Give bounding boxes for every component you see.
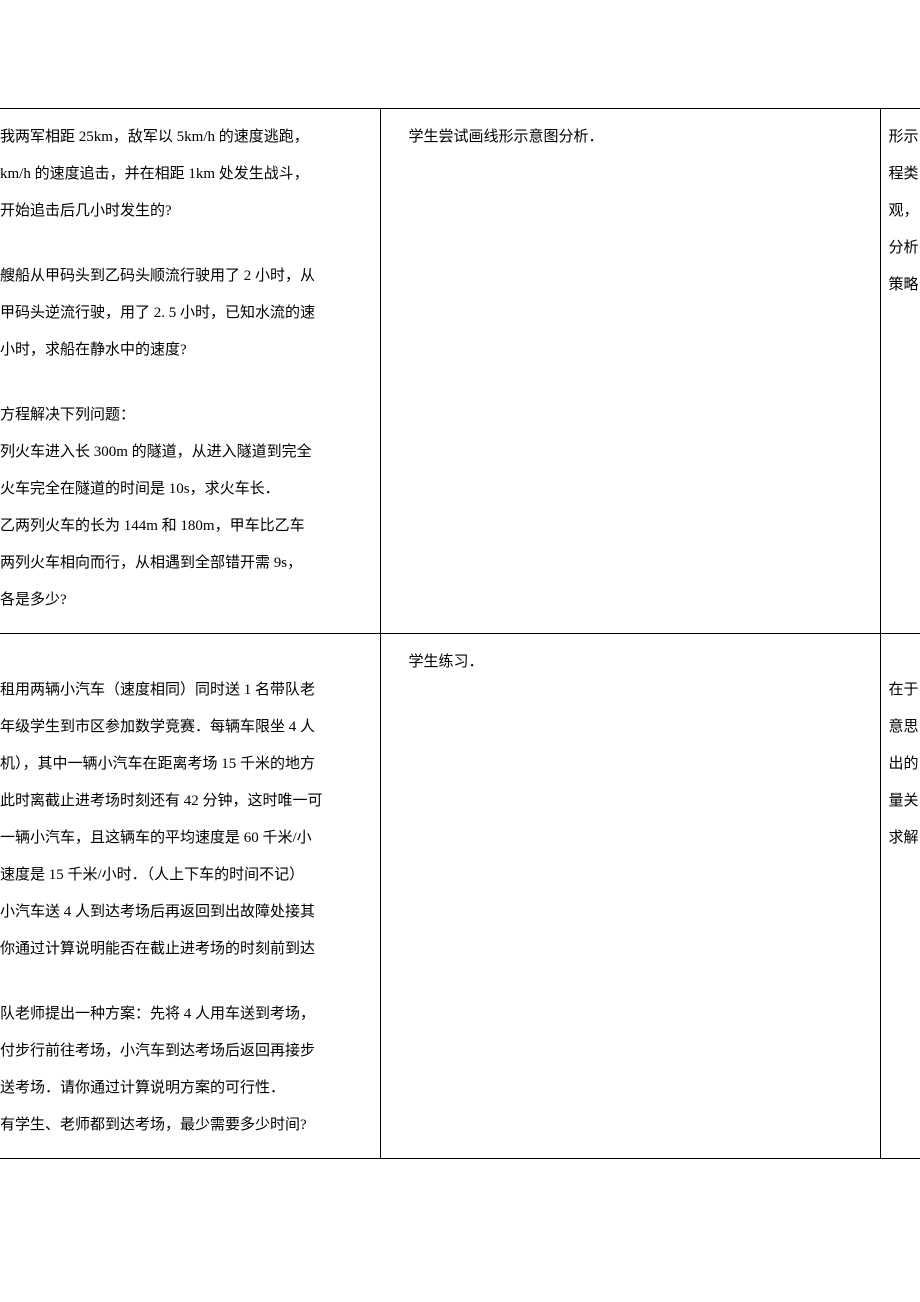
text-line: km/h 的速度追击，并在相距 1km 处发生战斗， (0, 158, 372, 191)
table-row: 我两军相距 25km，敌军以 5km/h 的速度逃跑， km/h 的速度追击，并… (0, 109, 920, 634)
cell-notes-1: 形示 程类 观， 分析 策略 (880, 109, 920, 634)
table-row: 租用两辆小汽车（速度相同）同时送 1 名带队老 年级学生到市区参加数学竞赛．每辆… (0, 634, 920, 1159)
spacer (0, 371, 372, 395)
text-line: 意思 (889, 711, 920, 744)
spacer (889, 646, 920, 670)
text-line: 付步行前往考场，小汽车到达考场后返回再接步 (0, 1035, 372, 1068)
text-line: 在于 (889, 674, 920, 707)
text-line: 一辆小汽车，且这辆车的平均速度是 60 千米/小 (0, 822, 372, 855)
text-line: 速度是 15 千米/小时．（人上下车的时间不记） (0, 859, 372, 892)
text-line: 机），其中一辆小汽车在距离考场 15 千米的地方 (0, 748, 372, 781)
cell-student-activity-1: 学生尝试画线形示意图分析． (380, 109, 880, 634)
text-line: 量关 (889, 785, 920, 818)
text-line: 火车完全在隧道的时间是 10s，求火车长． (0, 473, 372, 506)
text-line: 策略 (889, 269, 920, 302)
text-line: 艘船从甲码头到乙码头顺流行驶用了 2 小时，从 (0, 260, 372, 293)
spacer (0, 970, 372, 994)
text-line: 你通过计算说明能否在截止进考场的时刻前到达 (0, 933, 372, 966)
text-line: 出的 (889, 748, 920, 781)
text-line: 小汽车送 4 人到达考场后再返回到出故障处接其 (0, 896, 372, 929)
text-line: 小时，求船在静水中的速度? (0, 334, 372, 367)
cell-teacher-activity-2: 租用两辆小汽车（速度相同）同时送 1 名带队老 年级学生到市区参加数学竞赛．每辆… (0, 634, 380, 1159)
text-line: 乙两列火车的长为 144m 和 180m，甲车比乙车 (0, 510, 372, 543)
text-line: 方程解决下列问题： (0, 399, 372, 432)
text-line: 学生尝试画线形示意图分析． (409, 121, 872, 154)
spacer (0, 646, 372, 670)
text-line: 有学生、老师都到达考场，最少需要多少时间? (0, 1109, 372, 1142)
text-line: 年级学生到市区参加数学竞赛．每辆车限坐 4 人 (0, 711, 372, 744)
text-line: 各是多少? (0, 584, 372, 617)
text-line: 观， (889, 195, 920, 228)
text-line: 送考场．请你通过计算说明方案的可行性． (0, 1072, 372, 1105)
cell-student-activity-2: 学生练习． (380, 634, 880, 1159)
text-line: 列火车进入长 300m 的隧道，从进入隧道到完全 (0, 436, 372, 469)
text-line: 甲码头逆流行驶，用了 2. 5 小时，已知水流的速 (0, 297, 372, 330)
lesson-table: 我两军相距 25km，敌军以 5km/h 的速度逃跑， km/h 的速度追击，并… (0, 108, 920, 1159)
text-line: 我两军相距 25km，敌军以 5km/h 的速度逃跑， (0, 121, 372, 154)
cell-notes-2: 在于 意思 出的 量关 求解 (880, 634, 920, 1159)
text-line: 分析 (889, 232, 920, 265)
cell-teacher-activity-1: 我两军相距 25km，敌军以 5km/h 的速度逃跑， km/h 的速度追击，并… (0, 109, 380, 634)
text-line: 两列火车相向而行，从相遇到全部错开需 9s， (0, 547, 372, 580)
document-page: 我两军相距 25km，敌军以 5km/h 的速度逃跑， km/h 的速度追击，并… (0, 0, 920, 1302)
spacer (0, 232, 372, 256)
text-line: 开始追击后几小时发生的? (0, 195, 372, 228)
text-line: 队老师提出一种方案：先将 4 人用车送到考场， (0, 998, 372, 1031)
text-line: 学生练习． (409, 646, 872, 679)
text-line: 程类 (889, 158, 920, 191)
text-line: 此时离截止进考场时刻还有 42 分钟，这时唯一可 (0, 785, 372, 818)
text-line: 求解 (889, 822, 920, 855)
text-line: 租用两辆小汽车（速度相同）同时送 1 名带队老 (0, 674, 372, 707)
text-line: 形示 (889, 121, 920, 154)
